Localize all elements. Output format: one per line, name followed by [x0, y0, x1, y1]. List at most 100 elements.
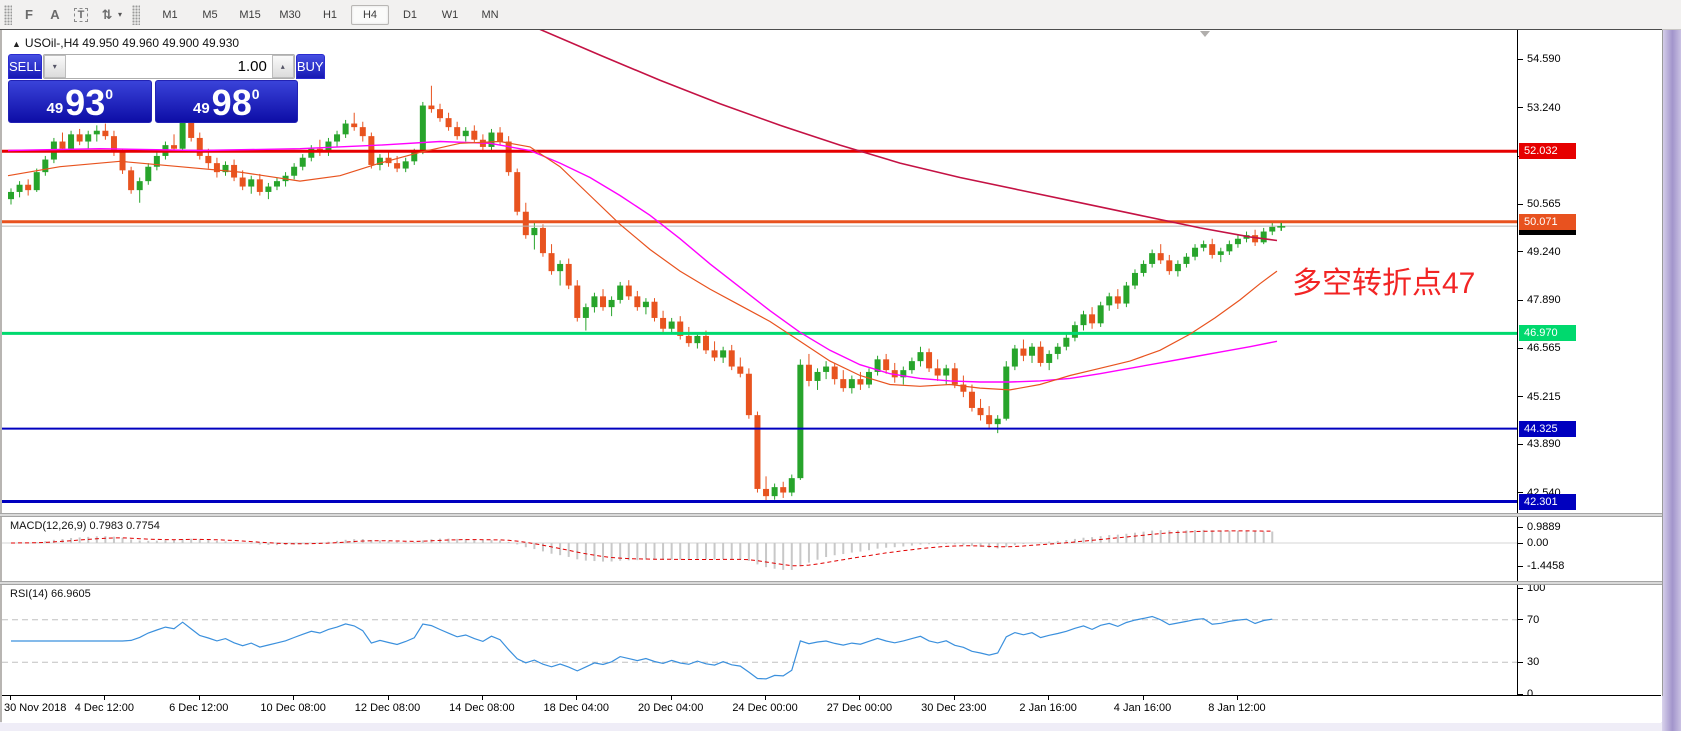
candle-body [1037, 346, 1044, 363]
candle-body [136, 181, 143, 191]
candle-body [797, 364, 804, 479]
time-tick [670, 696, 672, 700]
time-tick [1142, 696, 1144, 700]
draw-objects-icon[interactable]: ⇅ [101, 6, 113, 22]
candle-body [1089, 314, 1096, 324]
candle-body [951, 368, 958, 385]
time-axis-label: 14 Dec 08:00 [449, 702, 515, 714]
volume-input[interactable] [65, 55, 272, 78]
time-tick [198, 696, 200, 700]
timeframe-toolbar-grip[interactable] [132, 4, 141, 25]
candle-body [1140, 263, 1147, 273]
candle-body [179, 121, 186, 149]
candle-body [171, 145, 178, 149]
candle-body [291, 166, 298, 176]
text-label-icon[interactable]: A [50, 7, 60, 22]
collapse-triangle-icon[interactable]: ▲ [12, 39, 21, 49]
tf-button-mn[interactable]: MN [481, 8, 499, 21]
tf-button-m15[interactable]: M15 [239, 8, 261, 21]
candle-body [574, 285, 581, 318]
chart-text-annotation[interactable]: 多空转折点47 [1292, 267, 1476, 300]
panel-separator-macd[interactable] [0, 513, 1662, 517]
macd-panel[interactable] [2, 518, 1517, 580]
candle-body [445, 118, 452, 128]
candle-body [1260, 231, 1267, 243]
candle-body [565, 263, 572, 286]
candle-body [754, 415, 761, 489]
macd-signal-line [10, 530, 1273, 567]
candle-body [1183, 256, 1190, 264]
candle-body [497, 132, 504, 142]
candle-body [102, 130, 109, 137]
time-axis-label: 4 Jan 16:00 [1113, 702, 1172, 714]
toolbar-grip[interactable] [4, 4, 12, 25]
tf-button-d1[interactable]: D1 [402, 8, 418, 21]
tf-button-m30[interactable]: M30 [279, 8, 301, 21]
candle-body [1157, 253, 1164, 261]
rsi-panel[interactable] [2, 585, 1517, 695]
text-box-icon[interactable]: T [69, 4, 93, 26]
candle-body [59, 141, 66, 149]
candle-body [351, 123, 358, 128]
candle-body [934, 368, 941, 376]
candle-body [239, 177, 246, 187]
tf-button-m5[interactable]: M5 [202, 8, 218, 21]
level-price-label: 50.071 [1519, 213, 1576, 230]
rsi-axis-label: 30 [1518, 655, 1539, 669]
candle-body [1011, 348, 1018, 367]
tf-button-h4[interactable]: H4 [351, 4, 390, 25]
sell-button[interactable]: SELL [8, 54, 42, 79]
time-axis[interactable]: 30 Nov 2018 4 Dec 12:00 6 Dec 12:00 10 Dec … [2, 695, 1661, 723]
buy-price-point: 0 [251, 86, 260, 102]
candle-body [1054, 346, 1061, 354]
candle-body [1080, 314, 1087, 326]
time-axis-label: 8 Jan 12:00 [1208, 702, 1266, 714]
candle-body [334, 134, 341, 142]
tf-button-m1[interactable]: M1 [162, 8, 178, 21]
trade-panel-top-row: SELL ▾ ▴ BUY [8, 54, 325, 79]
macd-axis-label: -1.4458 [1518, 559, 1564, 573]
candle-body [25, 184, 32, 191]
candle-body [394, 163, 401, 169]
ma-slow-line [539, 30, 1278, 242]
price-axis[interactable]: 54.59053.24051.89050.56549.24047.89046.5… [1517, 30, 1663, 700]
chart-shift-icon[interactable]: F [25, 7, 33, 22]
tf-button-w1[interactable]: W1 [441, 8, 459, 21]
text-box-glyph: T [73, 7, 89, 22]
candle-body [1123, 285, 1130, 304]
panel-separator-rsi[interactable] [0, 581, 1662, 585]
volume-increase-button[interactable]: ▴ [271, 55, 294, 78]
level-price-label: 42.301 [1519, 493, 1576, 510]
time-axis-label: 4 Dec 12:00 [74, 702, 135, 714]
candle-body [1174, 263, 1181, 272]
sell-price-tile[interactable]: 49 93 0 [8, 80, 152, 123]
candle-body [994, 418, 1001, 425]
candle-body [1200, 244, 1207, 248]
buy-price-tile[interactable]: 49 98 0 [154, 80, 298, 123]
candle-body [128, 170, 135, 191]
candle-body [685, 335, 692, 344]
candle-body [256, 179, 263, 192]
candle-body [1217, 251, 1224, 255]
candle-body [1097, 305, 1104, 324]
symbol-header[interactable]: ▲ USOil-,H4 49.950 49.960 49.900 49.930 [12, 36, 239, 50]
buy-button[interactable]: BUY [295, 54, 325, 79]
candle-body [531, 227, 538, 236]
time-axis-label: 30 Dec 23:00 [921, 702, 987, 714]
dropdown-caret-icon[interactable]: ▾ [118, 10, 123, 19]
candle-body [668, 321, 675, 329]
autoscroll-marker-icon[interactable] [1200, 31, 1210, 37]
candle-body [153, 155, 160, 167]
macd-axis-label: 0.00 [1518, 536, 1548, 550]
ma-fast-line [7, 140, 1278, 391]
time-axis-label: 12 Dec 08:00 [354, 702, 421, 714]
candle-body [222, 164, 229, 173]
candle-body [977, 407, 984, 416]
candle-body [805, 364, 812, 381]
candle-body [1226, 244, 1233, 252]
volume-decrease-button[interactable]: ▾ [43, 55, 66, 78]
candle-body [462, 130, 469, 137]
candle-body [694, 335, 701, 344]
tf-button-h1[interactable]: H1 [322, 8, 338, 21]
window-bottom-edge [0, 722, 1662, 731]
